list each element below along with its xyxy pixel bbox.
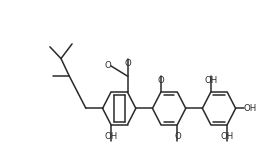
Text: O: O [104,61,111,70]
Text: OH: OH [244,104,257,113]
Text: O: O [124,59,131,68]
Text: OH: OH [204,76,217,85]
Text: OH: OH [221,132,234,141]
Text: O: O [174,132,181,141]
Text: O: O [157,76,164,85]
Text: OH: OH [104,132,118,141]
